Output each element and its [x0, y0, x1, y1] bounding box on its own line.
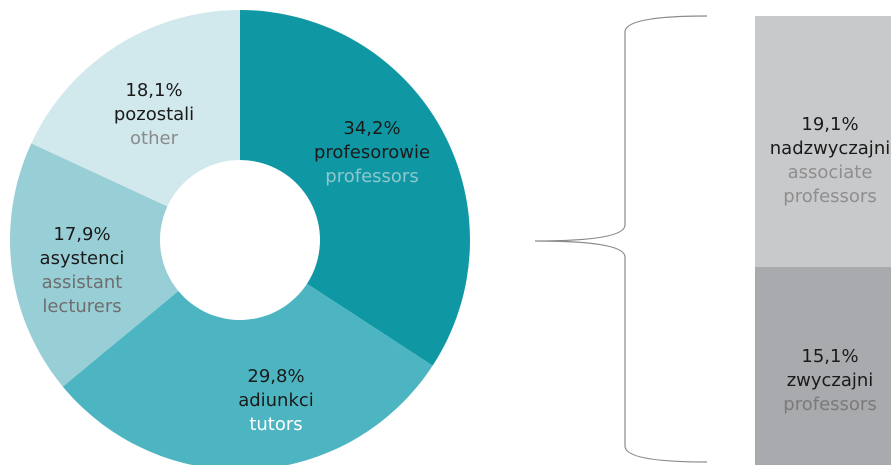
- segment-name-label: zwyczajni: [787, 370, 874, 391]
- slice-name-label: asystenci: [40, 248, 125, 269]
- bar-segment-zwyczajni: [755, 266, 891, 465]
- slice-english-label: assistant: [42, 272, 123, 293]
- slice-english-label: other: [130, 128, 179, 149]
- segment-percent-label: 19,1%: [801, 114, 858, 135]
- curly-brace: [534, 15, 708, 463]
- stacked-bar-chart: 19,1% nadzwyczajni associate professors 15,1…: [755, 16, 891, 465]
- slice-english-label: tutors: [249, 414, 302, 435]
- slice-percent-label: 34,2%: [343, 118, 400, 139]
- segment-english-label: associate: [788, 162, 873, 183]
- slice-percent-label: 17,9%: [53, 224, 110, 245]
- slice-name-label: adiunkci: [238, 390, 314, 411]
- segment-english-label: professors: [783, 186, 876, 207]
- slice-percent-label: 29,8%: [247, 366, 304, 387]
- bar-segment-nadzwyczajni: [755, 16, 891, 267]
- segment-name-label: nadzwyczajni: [770, 138, 890, 159]
- segment-english-label: professors: [783, 394, 876, 415]
- slice-name-label: profesorowie: [314, 142, 430, 163]
- slice-percent-label: 18,1%: [125, 80, 182, 101]
- slice-english-label: lecturers: [42, 296, 121, 317]
- donut-chart: 34,2% profesorowie professors 29,8% adiunkci…: [9, 10, 470, 465]
- donut-slice-profesorowie: [240, 10, 470, 366]
- donut-slice-adiunkci: [62, 283, 433, 465]
- segment-percent-label: 15,1%: [801, 346, 858, 367]
- slice-english-label: professors: [325, 166, 418, 187]
- donut-slice-asystenci: [9, 143, 179, 387]
- donut-slice-pozostali: [31, 10, 241, 207]
- slice-name-label: pozostali: [114, 104, 194, 125]
